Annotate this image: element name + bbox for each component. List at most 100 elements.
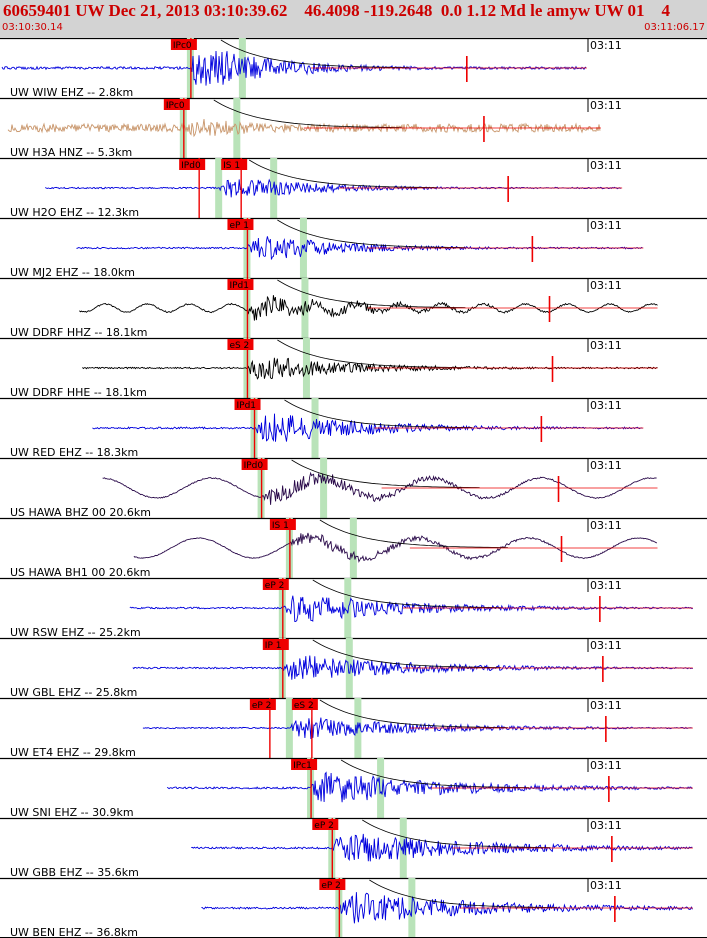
coda-curve bbox=[312, 579, 501, 608]
pick-flag bbox=[227, 339, 254, 350]
end-time-label: 03:11:06.17 bbox=[644, 22, 705, 33]
trace-row: IPd0 03:11 US HAWA BHZ 00 20.6km bbox=[0, 457, 707, 519]
pick-label: eS 2 bbox=[229, 341, 249, 351]
time-tick-label: 03:11 bbox=[590, 519, 622, 532]
pick-label: eP 2 bbox=[265, 581, 285, 591]
pick-flag bbox=[221, 159, 248, 170]
station-label: UW ET4 EHZ -- 29.8km bbox=[10, 746, 136, 759]
station-label: UW GBL EHZ -- 25.8km bbox=[10, 686, 137, 699]
trace-row: IPc0 03:11 UW H3A HNZ -- 5.3km bbox=[0, 97, 707, 159]
pick-window bbox=[301, 278, 309, 338]
coda-curve bbox=[319, 519, 508, 548]
station-label: UW RSW EHZ -- 25.2km bbox=[10, 626, 141, 639]
pick-flag bbox=[291, 699, 318, 710]
station-label: UW GBB EHZ -- 35.6km bbox=[10, 866, 139, 879]
station-label: UW H2O EHZ -- 12.3km bbox=[10, 206, 139, 219]
start-time-label: 03:10:30.14 bbox=[2, 22, 63, 33]
station-label: UW H3A HNZ -- 5.3km bbox=[10, 146, 132, 159]
trace-row: eP 2 03:11 UW GBB EHZ -- 35.6km bbox=[0, 817, 707, 879]
pick-flag bbox=[241, 459, 268, 470]
trace-row: eP 1 03:11 UW MJ2 EHZ -- 18.0km bbox=[0, 217, 707, 279]
pick-label: eS 2 bbox=[294, 701, 314, 711]
waveform bbox=[7, 118, 601, 138]
trace-row: IS 1 03:11 US HAWA BH1 00 20.6km bbox=[0, 517, 707, 579]
pick-window bbox=[238, 38, 246, 98]
trace-row: IPd1 03:11 UW DDRF HHZ -- 18.1km bbox=[0, 277, 707, 339]
pick-flag bbox=[291, 759, 318, 770]
time-tick-label: 03:11 bbox=[590, 39, 622, 52]
seismogram-panel: IPc0 03:11 UW WIW EHZ -- 2.8km IPc0 03:11 UW … bbox=[0, 38, 707, 938]
time-tick-label: 03:11 bbox=[590, 579, 622, 592]
time-tick-label: 03:11 bbox=[590, 159, 622, 172]
coda-curve bbox=[248, 159, 438, 188]
time-tick-label: 03:11 bbox=[590, 879, 622, 892]
pick-flag bbox=[262, 639, 289, 650]
time-tick-label: 03:11 bbox=[590, 699, 622, 712]
coda-curve bbox=[284, 399, 473, 428]
pick-flag bbox=[234, 399, 261, 410]
coda-curve bbox=[362, 819, 551, 848]
waveform bbox=[166, 771, 693, 803]
trace-row: eP 2 03:11 UW RSW EHZ -- 25.2km bbox=[0, 577, 707, 639]
time-tick-label: 03:11 bbox=[590, 399, 622, 412]
event-header: 60659401 UW Dec 21, 2013 03:10:39.62 46.… bbox=[0, 0, 707, 38]
trace-row: IPd0 IS 1 03:11 UW H2O EHZ -- 12.3km bbox=[0, 157, 707, 219]
time-tick-label: 03:11 bbox=[590, 639, 622, 652]
pick-label: IPd1 bbox=[237, 401, 257, 411]
waveform bbox=[191, 833, 693, 862]
pick-flag bbox=[170, 39, 197, 50]
pick-window bbox=[270, 158, 278, 218]
coda-curve bbox=[277, 279, 466, 308]
time-tick-label: 03:11 bbox=[590, 339, 622, 352]
time-tick-label: 03:11 bbox=[590, 279, 622, 292]
pick-label: eP 2 bbox=[314, 821, 334, 831]
trace-row: IPc0 03:11 UW WIW EHZ -- 2.8km bbox=[0, 38, 707, 99]
pick-label: eP 1 bbox=[229, 221, 249, 231]
pick-flag bbox=[179, 159, 206, 170]
trace-row: IPd1 03:11 UW RED EHZ -- 18.3km bbox=[0, 397, 707, 459]
station-label: UW BEN EHZ -- 36.8km bbox=[10, 926, 138, 938]
trace-row: eS 2 03:11 UW DDRF HHE -- 18.1km bbox=[0, 337, 707, 399]
coda-curve bbox=[291, 459, 480, 488]
time-tick-label: 03:11 bbox=[590, 759, 622, 772]
trace-row: eP 2 03:11 UW BEN EHZ -- 36.8km bbox=[0, 877, 707, 938]
waveform bbox=[92, 413, 643, 442]
pick-label: eP 2 bbox=[252, 701, 272, 711]
waveform bbox=[132, 655, 694, 680]
pick-label: IPd0 bbox=[181, 161, 201, 171]
waveform bbox=[133, 532, 658, 563]
pick-label: IPd0 bbox=[244, 461, 264, 471]
coda-curve bbox=[220, 39, 409, 68]
pick-window bbox=[320, 458, 328, 518]
waveform bbox=[102, 471, 657, 505]
pick-window bbox=[302, 338, 310, 398]
pick-flag bbox=[163, 99, 190, 110]
station-label: US HAWA BH1 00 20.6km bbox=[10, 566, 150, 579]
pick-flag bbox=[269, 519, 296, 530]
pick-label: IP 1 bbox=[265, 641, 282, 651]
station-label: UW SNI EHZ -- 30.9km bbox=[10, 806, 134, 819]
pick-window bbox=[344, 578, 352, 638]
waveform bbox=[201, 892, 693, 924]
pick-flag bbox=[262, 579, 289, 590]
coda-curve bbox=[277, 339, 466, 368]
trace-row: eP 2 eS 2 03:11 UW ET4 EHZ -- 29.8km bbox=[0, 697, 707, 759]
coda-curve bbox=[213, 99, 402, 128]
coda-curve bbox=[319, 699, 508, 728]
pick-window bbox=[377, 758, 385, 818]
pick-flag bbox=[249, 699, 276, 710]
station-label: UW RED EHZ -- 18.3km bbox=[10, 446, 138, 459]
pick-label: IPc1 bbox=[293, 761, 312, 771]
waveform bbox=[79, 295, 658, 321]
coda-curve bbox=[277, 219, 466, 248]
station-label: UW MJ2 EHZ -- 18.0km bbox=[10, 266, 135, 279]
pick-flag bbox=[312, 819, 339, 830]
time-tick-label: 03:11 bbox=[590, 219, 622, 232]
pick-window bbox=[354, 698, 362, 758]
pick-flag bbox=[227, 279, 254, 290]
pick-label: IPc0 bbox=[166, 101, 185, 111]
coda-curve bbox=[340, 759, 530, 788]
station-label: UW WIW EHZ -- 2.8km bbox=[10, 86, 133, 99]
pick-flag bbox=[227, 219, 254, 230]
waveform bbox=[129, 595, 693, 622]
